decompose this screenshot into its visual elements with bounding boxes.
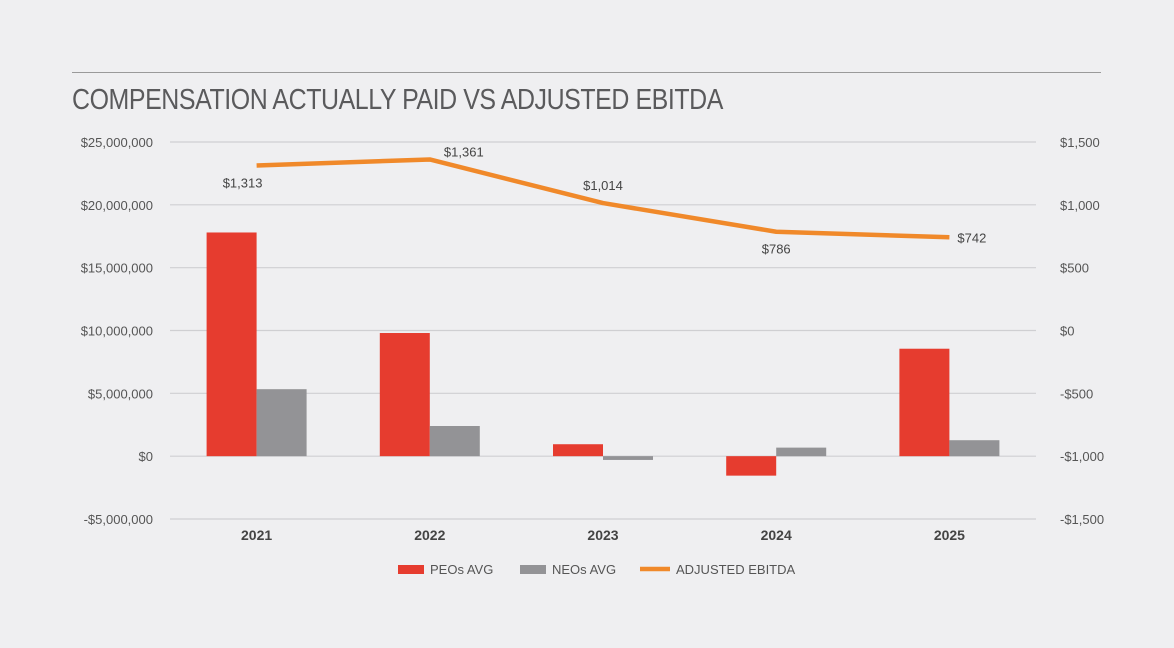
title-rule bbox=[72, 72, 1101, 73]
y-right-tick-label: $500 bbox=[1060, 261, 1089, 276]
y-right-tick-label: -$500 bbox=[1060, 386, 1093, 401]
x-tick-label: 2022 bbox=[414, 527, 445, 543]
y-right-tick-label: -$1,500 bbox=[1060, 512, 1104, 527]
ebitda-line bbox=[256, 157, 950, 240]
legend-label: ADJUSTED EBITDA bbox=[676, 562, 796, 577]
legend-swatch bbox=[520, 565, 546, 574]
data-label: $786 bbox=[762, 242, 791, 257]
chart-title: COMPENSATION ACTUALLY PAID VS ADJUSTED E… bbox=[72, 84, 723, 116]
bar-neos-avg bbox=[776, 447, 827, 457]
bar-neos-avg bbox=[603, 456, 653, 460]
bar-neos-avg bbox=[256, 389, 307, 457]
y-right-tick-label: $0 bbox=[1060, 324, 1074, 339]
bar-peos-avg bbox=[899, 348, 950, 457]
bar-peos-avg bbox=[553, 444, 603, 457]
data-label: $1,313 bbox=[223, 175, 263, 190]
y-right-tick-label: -$1,000 bbox=[1060, 449, 1104, 464]
data-label: $742 bbox=[957, 230, 986, 245]
y-right-tick-label: $1,000 bbox=[1060, 198, 1100, 213]
bar-peos-avg bbox=[726, 456, 777, 476]
y-left-tick-label: $5,000,000 bbox=[88, 386, 153, 401]
y-right-tick-label: $1,500 bbox=[1060, 135, 1100, 150]
data-label: $1,014 bbox=[583, 178, 623, 193]
y-left-tick-label: $20,000,000 bbox=[81, 198, 153, 213]
y-left-tick-label: $25,000,000 bbox=[81, 135, 153, 150]
x-tick-label: 2025 bbox=[934, 527, 965, 543]
data-label: $1,361 bbox=[444, 144, 484, 159]
bar-neos-avg bbox=[429, 426, 480, 457]
x-tick-label: 2021 bbox=[241, 527, 272, 543]
bar-peos-avg bbox=[206, 232, 257, 457]
x-tick-label: 2024 bbox=[761, 527, 792, 543]
legend-swatch bbox=[398, 565, 424, 574]
y-left-tick-label: $15,000,000 bbox=[81, 261, 153, 276]
legend-label: PEOs AVG bbox=[430, 562, 493, 577]
y-left-tick-label: $0 bbox=[139, 449, 153, 464]
bar-neos-avg bbox=[949, 440, 1000, 457]
y-left-tick-label: -$5,000,000 bbox=[84, 512, 153, 527]
bar-peos-avg bbox=[379, 333, 430, 457]
x-tick-label: 2023 bbox=[587, 527, 618, 543]
y-left-tick-label: $10,000,000 bbox=[81, 324, 153, 339]
legend-label: NEOs AVG bbox=[552, 562, 616, 577]
